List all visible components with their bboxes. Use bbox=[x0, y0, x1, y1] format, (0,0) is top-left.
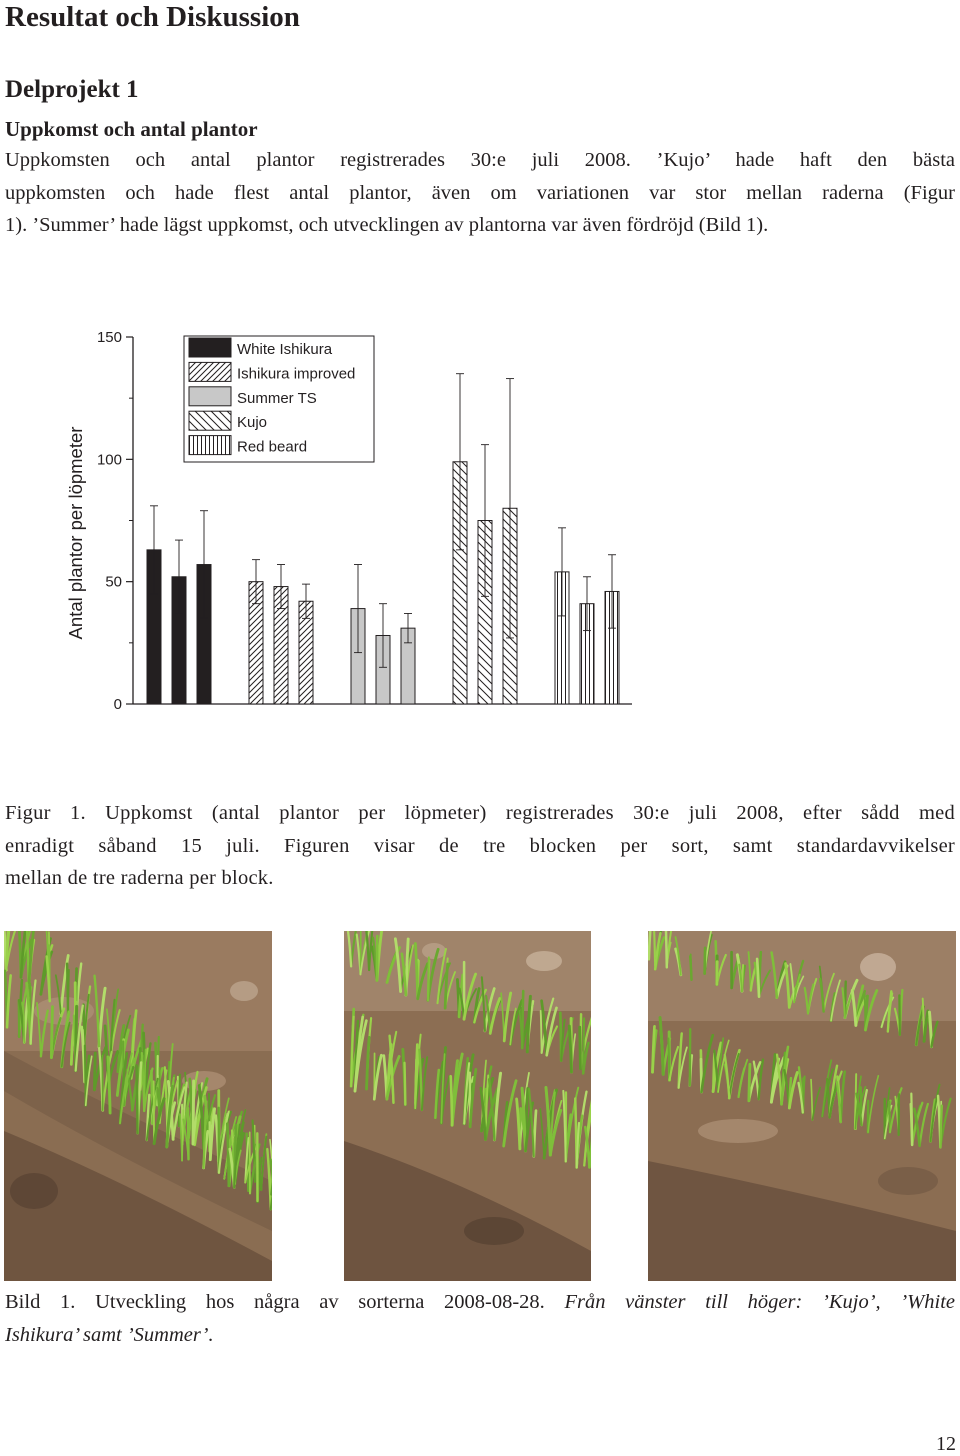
legend-swatch bbox=[189, 411, 231, 430]
photo-summer bbox=[648, 931, 956, 1281]
photo-caption-line: Ishikura’ samt ’Summer’. bbox=[5, 1319, 955, 1352]
seedling-blade bbox=[193, 1081, 194, 1144]
y-tick-label: 100 bbox=[97, 451, 122, 468]
caption-line: mellan de tre raderna per block. bbox=[5, 862, 955, 895]
seedling-blade bbox=[691, 954, 692, 980]
y-axis-label: Antal plantor per löpmeter bbox=[65, 427, 86, 640]
legend-swatch bbox=[189, 436, 231, 455]
photo-caption-line: Bild 1. Utveckling hos några av sorterna… bbox=[5, 1286, 955, 1319]
seedling-blade bbox=[451, 1076, 452, 1125]
legend-swatch bbox=[189, 338, 231, 357]
legend-label: Kujo bbox=[237, 414, 267, 431]
seedling-blade bbox=[940, 1106, 941, 1148]
legend-label: Summer TS bbox=[237, 390, 317, 407]
legend-swatch bbox=[189, 387, 231, 406]
legend-label: White Ishikura bbox=[237, 341, 333, 358]
paragraph-line: 1). ’Summer’ hade lägst uppkomst, och ut… bbox=[5, 209, 955, 242]
seedling-blade bbox=[749, 1064, 750, 1101]
y-tick-label: 150 bbox=[97, 329, 122, 346]
y-tick-label: 50 bbox=[105, 574, 122, 591]
caption-line: enradigt såband 15 juli. Figuren visar d… bbox=[5, 830, 955, 863]
paragraph-line: Uppkomsten och antal plantor registrerad… bbox=[5, 144, 955, 177]
body-paragraph: Uppkomsten och antal plantor registrerad… bbox=[5, 144, 955, 242]
seedling-blade bbox=[666, 931, 667, 967]
photo-kujo bbox=[4, 931, 272, 1281]
section-title: Resultat och Diskussion bbox=[5, 0, 300, 34]
seedling-blade bbox=[24, 1006, 25, 1042]
legend-swatch bbox=[189, 362, 231, 381]
subproject-title: Delprojekt 1 bbox=[5, 74, 139, 106]
seedling-blade bbox=[136, 1065, 137, 1133]
seedling-blade bbox=[580, 1027, 581, 1069]
figure-caption: Figur 1. Uppkomst (antal plantor per löp… bbox=[5, 797, 955, 895]
seedling-blade bbox=[668, 1039, 669, 1081]
caption-line: Figur 1. Uppkomst (antal plantor per löp… bbox=[5, 797, 955, 830]
seedling-blade bbox=[227, 1124, 229, 1186]
legend-label: Ishikura improved bbox=[237, 365, 355, 382]
seedling-blade bbox=[405, 1063, 406, 1105]
y-tick-label: 0 bbox=[114, 696, 122, 713]
seedling-blade bbox=[94, 1053, 95, 1090]
page-number: 12 bbox=[936, 1432, 956, 1456]
seedling-blade bbox=[428, 957, 429, 1000]
emergence-bar-chart: Antal plantor per löpmeter 0 50 100 150 Whi… bbox=[0, 320, 660, 730]
photo-caption-italic: Från vänster till höger: ’Kujo’, ’White bbox=[564, 1291, 955, 1313]
photo-caption: Bild 1. Utveckling hos några av sorterna… bbox=[5, 1286, 955, 1351]
seedling-blade bbox=[541, 1011, 542, 1053]
photo-white-ishikura bbox=[344, 931, 591, 1281]
seedling-blade bbox=[583, 1018, 584, 1073]
legend-label: Red beard bbox=[237, 439, 307, 456]
seedling-blade bbox=[51, 1007, 52, 1058]
photo-caption-plain: Bild 1. Utveckling hos några av sorterna… bbox=[5, 1291, 564, 1313]
subsection-title: Uppkomst och antal plantor bbox=[5, 116, 258, 142]
paragraph-line: uppkomsten och hade flest antal plantor,… bbox=[5, 177, 955, 210]
seedling-blade bbox=[911, 1104, 912, 1145]
